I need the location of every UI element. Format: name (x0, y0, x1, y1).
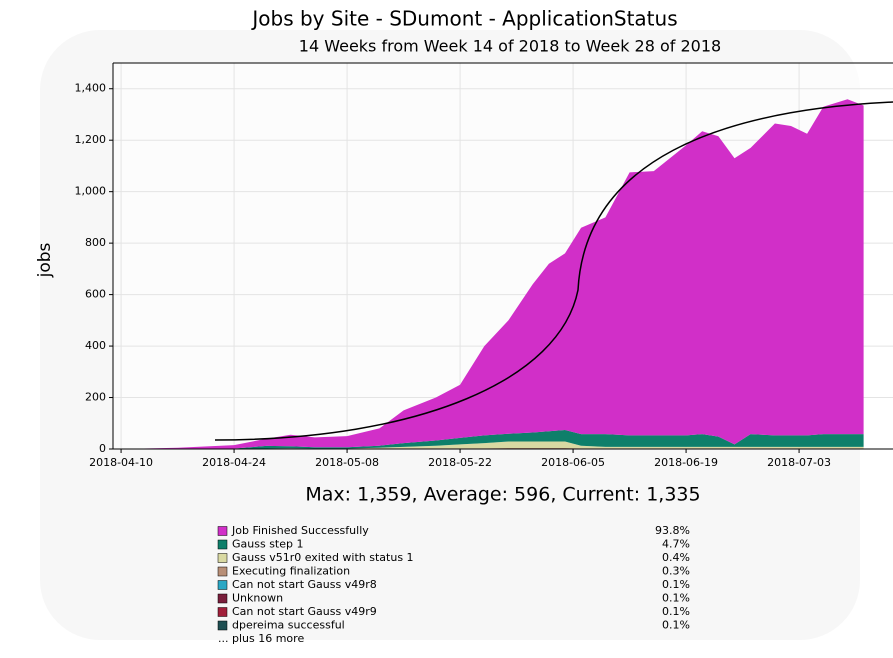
legend-percent: 0.4% (662, 551, 690, 564)
legend-label: Can not start Gauss v49r9 (232, 605, 377, 618)
x-tick-label: 2018-05-22 (428, 456, 492, 469)
area (121, 430, 864, 449)
legend-percent: 0.1% (662, 578, 690, 591)
y-tick-label: 1,400 (75, 82, 107, 95)
legend-swatch (217, 526, 228, 536)
legend-swatch (217, 580, 228, 590)
legend-label: Job Finished Successfully (231, 524, 369, 537)
legend-label: Unknown (232, 592, 283, 605)
y-tick-label: 1,200 (75, 133, 107, 146)
legend-label: dpereima successful (232, 619, 345, 632)
x-tick-label: 2018-04-10 (89, 456, 153, 469)
area (121, 441, 864, 449)
y-tick-label: 800 (85, 236, 106, 249)
legend-swatch (217, 539, 228, 550)
y-tick-label: 200 (85, 391, 106, 404)
area (121, 99, 864, 450)
legend-label: Gauss step 1 (232, 538, 303, 551)
legend-swatch (217, 593, 228, 604)
y-tick-label: 0 (99, 442, 106, 455)
x-tick-label: 2018-05-08 (315, 456, 379, 469)
legend-label: Gauss v51r0 exited with status 1 (232, 551, 414, 564)
plot-area: 0 200 400 600 800 1,000 1,200 1,400 2018-04-10 20… (75, 62, 893, 469)
legend-percent: 4.7% (662, 538, 690, 551)
legend-percent: 93.8% (655, 524, 690, 537)
chart-title: Jobs by Site - SDumont - ApplicationStat… (250, 7, 677, 31)
legend-label: Executing finalization (232, 565, 350, 578)
y-tick-label: 600 (85, 288, 106, 301)
legend-percent: 0.3% (662, 565, 690, 578)
legend-percent: 0.1% (662, 592, 690, 605)
legend-percent: 0.1% (662, 619, 690, 632)
legend-swatch (217, 553, 228, 563)
legend-swatch (217, 620, 228, 631)
legend-percent: 0.1% (662, 605, 690, 618)
legend-more: ... plus 16 more (218, 632, 304, 645)
chart-subtitle: 14 Weeks from Week 14 of 2018 to Week 28… (299, 37, 721, 56)
annotation-curve (214, 101, 893, 441)
legend-swatch (217, 566, 228, 577)
legend-label: Can not start Gauss v49r8 (232, 578, 377, 591)
legend: Job Finished Successfully 93.8% Gauss step… (217, 524, 690, 645)
legend-swatch (217, 607, 228, 617)
summary: Max: 1,359, Average: 596, Current: 1,335 (305, 484, 700, 506)
x-tick-label: 2018-04-24 (202, 456, 266, 469)
y-tick-label: 400 (85, 339, 106, 352)
x-tick-label: 2018-07-03 (767, 456, 831, 469)
x-tick-label: 2018-06-19 (654, 456, 718, 469)
x-tick-label: 2018-06-05 (541, 456, 605, 469)
y-tick-label: 1,000 (75, 185, 107, 198)
y-axis-label: jobs (35, 242, 55, 278)
